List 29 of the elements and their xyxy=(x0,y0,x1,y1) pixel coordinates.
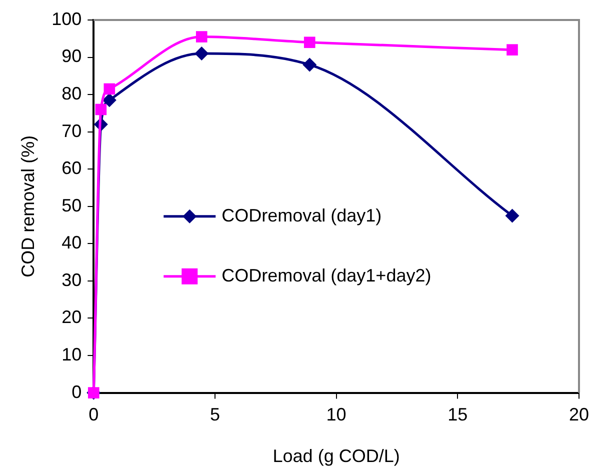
y-axis-title: COD removal (%) xyxy=(18,135,38,278)
y-tick-label: 0 xyxy=(72,382,82,402)
y-tick-label: 50 xyxy=(62,195,82,216)
y-tick-label: 80 xyxy=(62,84,82,104)
point xyxy=(104,83,116,95)
point xyxy=(506,44,518,56)
point xyxy=(196,31,208,42)
y-tick-label: 90 xyxy=(62,46,82,66)
x-tick-label: 20 xyxy=(568,404,590,425)
point xyxy=(302,58,317,72)
y-tick-label: 70 xyxy=(62,120,82,141)
x-tick-label: 10 xyxy=(326,404,346,425)
x-axis-title: Load (g COD/L) xyxy=(272,446,400,466)
legend-label: CODremoval (day1+day2) xyxy=(222,265,432,286)
y-tick-label: 30 xyxy=(62,270,82,290)
point xyxy=(102,93,116,108)
point xyxy=(95,104,107,116)
y-tick-label: 10 xyxy=(62,344,82,364)
y-tick-label: 20 xyxy=(62,307,82,328)
point xyxy=(304,36,316,48)
x-tick-label: 5 xyxy=(210,404,220,425)
x-tick-label: 0 xyxy=(88,404,99,425)
legend-label: CODremoval (day1) xyxy=(222,205,382,226)
y-tick-label: 40 xyxy=(62,232,82,253)
y-tick-label: 60 xyxy=(62,158,82,178)
point xyxy=(505,208,520,223)
point xyxy=(194,46,209,61)
y-tick-label: 100 xyxy=(52,8,82,29)
x-tick-label: 15 xyxy=(448,404,468,425)
